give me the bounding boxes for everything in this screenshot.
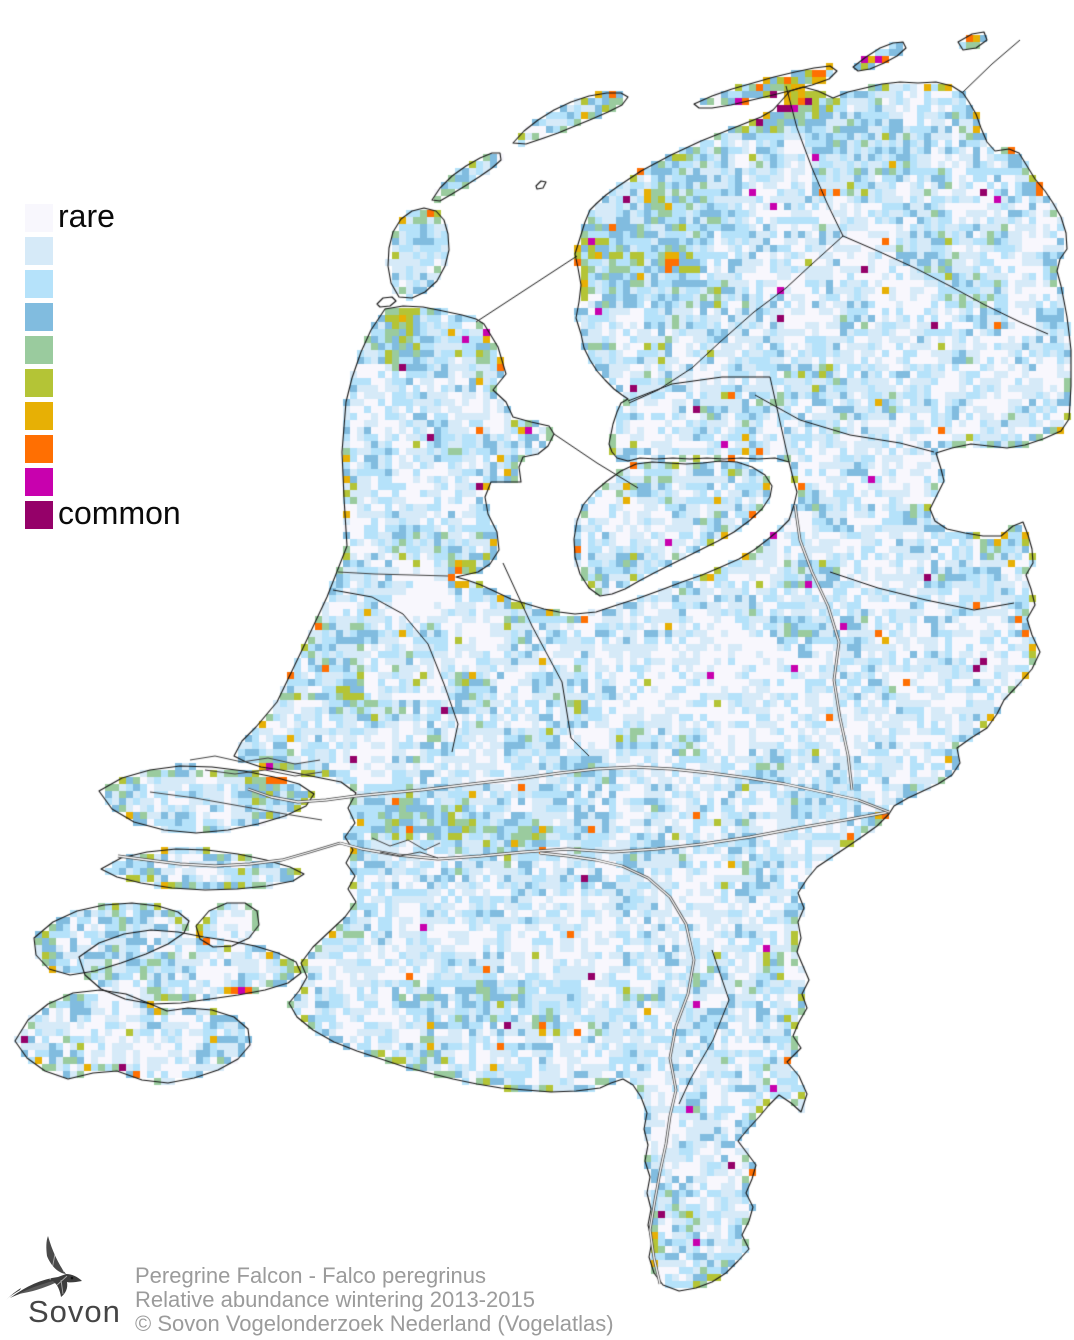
sovon-bird-icon: [6, 1236, 82, 1300]
legend-label-common: common: [58, 495, 181, 531]
legend-swatch-1: [25, 237, 53, 265]
legend-swatch-5: [25, 369, 53, 397]
legend-swatch-7: [25, 435, 53, 463]
legend-swatch-6: [25, 402, 53, 430]
legend-label-rare: rare: [58, 198, 115, 234]
map-caption: Peregrine Falcon - Falco peregrinus Rela…: [135, 1264, 614, 1336]
abundance-legend: [25, 204, 53, 534]
legend-swatch-9: [25, 501, 53, 529]
legend-swatch-0: [25, 204, 53, 232]
caption-species: Peregrine Falcon - Falco peregrinus: [135, 1263, 486, 1288]
caption-copyright: © Sovon Vogelonderzoek Nederland (Vogela…: [135, 1311, 614, 1336]
legend-swatch-2: [25, 270, 53, 298]
caption-subtitle: Relative abundance wintering 2013-2015: [135, 1287, 535, 1312]
legend-swatch-3: [25, 303, 53, 331]
legend-swatch-8: [25, 468, 53, 496]
sovon-logo-text: Sovon: [28, 1294, 121, 1329]
sovon-logo: Sovon: [6, 1234, 136, 1338]
legend-swatch-4: [25, 336, 53, 364]
